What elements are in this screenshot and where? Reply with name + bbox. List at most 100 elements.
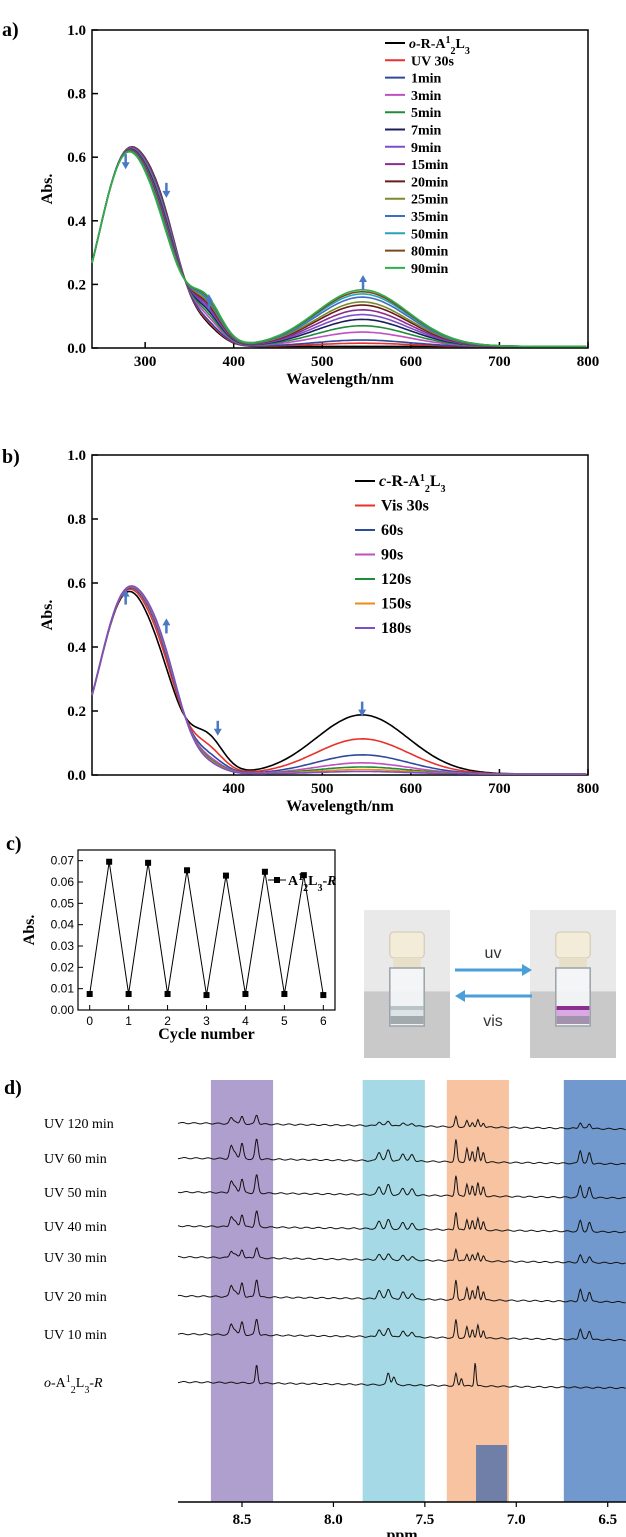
x-tick-label: 600: [400, 781, 423, 797]
series-line: [91, 150, 587, 348]
chart-d: d) UV 120 min UV 60 min UV 50 min UV 40 min U…: [4, 1077, 626, 1537]
x-tick-label: 300: [134, 354, 157, 370]
trace-label: UV 40 min: [44, 1220, 107, 1235]
legend-marker: [274, 877, 280, 883]
legend: c-R-A12L3 Vis 30s 60s 90s 120s 150s 180s: [355, 473, 446, 637]
y-tick-label: 0.6: [67, 576, 86, 592]
x-tick-label: 6: [320, 1014, 327, 1028]
panel-label: d): [4, 1077, 22, 1099]
legend-label: 60s: [381, 522, 403, 539]
trace-label: UV 20 min: [44, 1290, 107, 1305]
series-line: [91, 586, 587, 775]
chart-a: a) 0.0 0.2 0.4 0.6 0.8 1.0 300 400 500 600 700 800 Wa…: [2, 19, 599, 388]
y-tick-label: 1.0: [67, 23, 86, 39]
data-point: [320, 992, 327, 999]
data-point: [222, 872, 229, 879]
nmr-trace: [178, 1138, 626, 1166]
series-line: [91, 146, 587, 348]
legend-label: 50min: [411, 227, 449, 242]
trace-label: UV 60 min: [44, 1152, 107, 1167]
x-axis-label: Wavelength/nm: [286, 798, 394, 815]
x-tick-label: 6.5: [598, 1512, 617, 1528]
liquid-meniscus: [390, 1006, 424, 1010]
arrow-down-icon: [121, 154, 130, 170]
trace-label: UV 10 min: [44, 1328, 107, 1343]
legend-label: 35min: [411, 210, 449, 225]
x-tick-label: 700: [488, 354, 511, 370]
cuvette-base: [556, 1016, 590, 1024]
legend-label: UV 30s: [411, 54, 454, 69]
legend-label: 7min: [411, 124, 442, 139]
data-point: [164, 991, 171, 997]
x-tick-label: 700: [488, 781, 511, 797]
series-line: [91, 590, 587, 775]
arrow-up-icon: [204, 294, 213, 310]
series-line: [91, 585, 587, 775]
series-line: [91, 146, 587, 348]
highlight-region: [362, 1080, 425, 1502]
plot-frame: [91, 454, 589, 776]
data-point: [203, 992, 210, 999]
arrow-up-icon: [359, 275, 368, 291]
series-line: [91, 148, 587, 348]
legend-label: A12L3-R: [288, 872, 336, 894]
nmr-trace: [177, 1279, 626, 1304]
legend-label: Vis 30s: [381, 498, 429, 515]
data-point: [300, 872, 307, 879]
arrow-down-icon: [358, 701, 367, 717]
trace-label: o-A12L3-R: [44, 1374, 103, 1396]
x-tick-label: 5: [281, 1014, 288, 1028]
series-line: [91, 145, 587, 348]
arrow-up-icon: [162, 618, 171, 634]
legend-label: o-R-A12L3: [409, 35, 470, 57]
uv-label: uv: [485, 945, 502, 962]
cuvette-base: [390, 1016, 424, 1024]
highlight-region: [563, 1080, 626, 1502]
x-tick-label: 0: [86, 1014, 93, 1028]
x-tick-label: 600: [400, 354, 423, 370]
series-line: [91, 147, 587, 348]
y-tick-label: 0.07: [51, 854, 75, 868]
series-line: [91, 147, 587, 348]
series-line: [91, 150, 587, 348]
trace-label: UV 120 min: [44, 1117, 114, 1132]
series-line: [91, 585, 587, 775]
liquid-meniscus: [556, 1006, 590, 1010]
x-tick-label: 7.0: [507, 1512, 526, 1528]
legend-label: 1min: [411, 72, 442, 87]
chart-b: b) 0.0 0.2 0.4 0.6 0.8 1.0 400 500 600 700 800 Wavel…: [2, 446, 599, 815]
y-tick-label: 0.8: [67, 512, 86, 528]
legend-label: 90s: [381, 547, 403, 564]
x-tick-label: 500: [311, 354, 334, 370]
legend-label: 3min: [411, 89, 442, 104]
y-tick-label: 0.0: [67, 768, 86, 784]
series-line: [91, 588, 587, 775]
series-line: [91, 150, 587, 348]
y-axis-label: Abs.: [39, 600, 56, 631]
x-tick-label: 8.5: [233, 1512, 252, 1528]
x-tick-label: 7.5: [415, 1512, 434, 1528]
trace-label: UV 30 min: [44, 1251, 107, 1266]
series-line: [91, 149, 587, 348]
legend-label: 25min: [411, 193, 449, 208]
data-point: [106, 858, 113, 865]
cuvette-photo-colorless: [364, 910, 450, 1058]
nmr-trace: [178, 1362, 626, 1390]
y-tick-label: 0.01: [51, 982, 75, 996]
legend-label: c-R-A12L3: [379, 473, 446, 495]
data-point: [281, 991, 288, 997]
cuvette-photo-purple: [530, 910, 616, 1058]
x-tick-label: 400: [222, 781, 245, 797]
nmr-trace: [177, 1210, 626, 1234]
highlight-region: [210, 1080, 274, 1502]
data-point: [145, 859, 152, 866]
y-tick-label: 0.05: [51, 896, 75, 910]
data-point: [242, 991, 249, 997]
uv-arrowhead-icon: [522, 964, 532, 976]
y-tick-label: 0.06: [51, 875, 75, 889]
x-tick-label: 3: [203, 1014, 210, 1028]
y-tick-label: 0.0: [67, 341, 86, 357]
arrow-down-icon: [213, 720, 222, 736]
nmr-trace: [178, 1247, 626, 1265]
